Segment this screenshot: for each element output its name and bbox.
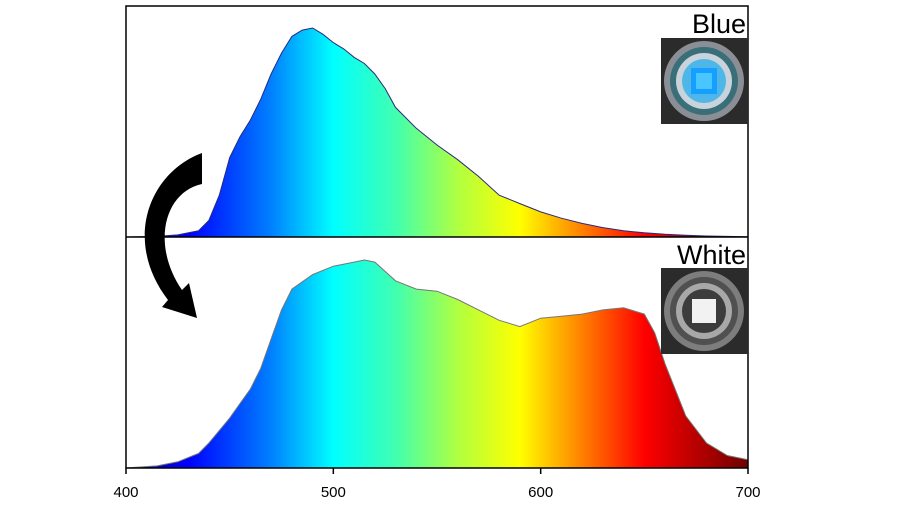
plot-area [125,27,749,469]
panel-label-blue: Blue [692,9,746,39]
spectrum-area-blue [126,28,748,237]
inset-photo-blue [661,38,748,124]
panel-label-white: White [677,240,746,270]
curved-arrow [144,153,202,318]
spectrum-line-blue [125,27,749,238]
x-tick-label: 500 [321,484,346,501]
spectrum-line-white [125,259,749,469]
x-axis: 400 500 600 700 [113,468,761,501]
inset-photo-white [661,268,748,354]
x-tick-label: 600 [528,484,553,501]
x-tick-label: 400 [113,484,138,501]
x-tick-label: 700 [735,484,760,501]
